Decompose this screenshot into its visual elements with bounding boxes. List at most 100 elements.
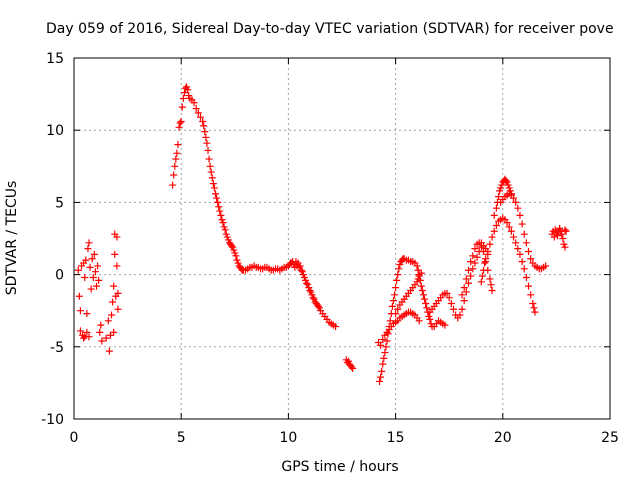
data-point	[214, 198, 222, 206]
y-tick-label: -10	[41, 412, 64, 428]
data-point	[203, 139, 211, 147]
data-point	[111, 250, 119, 258]
data-point	[110, 328, 118, 336]
data-point	[216, 207, 224, 215]
data-point	[480, 266, 488, 274]
data-point	[204, 146, 212, 154]
data-point	[559, 235, 567, 242]
data-point	[510, 233, 518, 241]
data-point	[379, 336, 387, 344]
data-point	[445, 294, 453, 302]
chart-title: Day 059 of 2016, Sidereal Day-to-day VTE…	[46, 21, 614, 37]
data-point	[105, 347, 113, 355]
data-point	[562, 227, 570, 235]
data-point	[510, 194, 518, 202]
data-point	[393, 276, 401, 284]
data-point	[380, 354, 388, 362]
data-point	[76, 327, 84, 335]
data-point	[484, 247, 492, 255]
plot-frame	[73, 57, 611, 420]
data-point	[392, 310, 400, 318]
data-point	[86, 263, 94, 271]
data-point	[196, 113, 204, 121]
data-point	[512, 239, 520, 247]
data-point	[423, 304, 431, 312]
data-point	[456, 311, 464, 319]
data-point	[109, 298, 117, 306]
data-point	[525, 282, 533, 290]
x-axis-label: GPS time / hours	[281, 459, 398, 475]
data-point	[173, 149, 181, 157]
data-point	[503, 219, 511, 227]
data-point	[382, 343, 390, 351]
data-point	[419, 291, 427, 299]
data-point	[507, 227, 515, 235]
data-point	[102, 334, 110, 342]
data-points	[74, 83, 570, 385]
data-point	[392, 284, 400, 292]
data-point	[415, 317, 423, 325]
x-tick-label: 0	[70, 430, 79, 446]
data-point	[464, 279, 472, 287]
data-point	[525, 247, 533, 255]
x-tick-label: 10	[279, 430, 297, 446]
data-point	[558, 230, 566, 238]
data-point	[530, 304, 538, 312]
data-point	[520, 265, 528, 273]
data-point	[171, 162, 179, 170]
x-tick-label: 5	[177, 430, 186, 446]
data-point	[219, 219, 227, 227]
data-point	[113, 233, 121, 241]
data-point	[495, 193, 503, 201]
data-point	[471, 245, 479, 253]
data-point	[486, 275, 494, 283]
data-point	[93, 282, 101, 290]
data-point	[297, 266, 305, 274]
data-point	[377, 373, 385, 381]
data-point	[384, 330, 392, 338]
data-point	[94, 262, 102, 270]
data-point	[512, 198, 520, 206]
data-point	[531, 308, 539, 316]
data-point	[482, 255, 490, 263]
data-point	[462, 275, 470, 283]
data-point	[490, 211, 498, 219]
data-point	[516, 211, 524, 219]
data-point	[170, 171, 178, 179]
data-point	[83, 328, 91, 336]
data-point	[217, 211, 225, 219]
data-point	[206, 162, 214, 170]
data-point	[212, 190, 220, 198]
data-point	[522, 273, 530, 281]
data-point	[84, 245, 92, 253]
data-point	[228, 242, 236, 250]
data-point	[502, 177, 510, 185]
data-point	[303, 279, 311, 287]
data-point	[95, 276, 103, 284]
data-point	[348, 363, 356, 371]
y-tick-label: -5	[50, 340, 64, 356]
data-point	[175, 123, 183, 131]
data-point	[184, 86, 192, 94]
data-point	[221, 226, 229, 234]
data-point	[114, 289, 122, 297]
data-point	[178, 103, 186, 111]
data-point	[458, 305, 466, 313]
data-point	[388, 302, 396, 310]
data-point	[215, 203, 223, 211]
data-point	[505, 223, 513, 231]
data-point	[179, 94, 187, 102]
data-point	[80, 334, 88, 342]
data-point	[314, 302, 322, 310]
data-point	[213, 194, 221, 202]
data-point	[76, 307, 84, 315]
data-point	[514, 245, 522, 253]
data-point	[97, 321, 105, 329]
data-point	[381, 349, 389, 357]
data-point	[492, 222, 500, 230]
data-point	[395, 265, 403, 273]
data-point	[553, 232, 561, 240]
y-tick-label: 0	[55, 268, 64, 284]
data-point	[413, 262, 421, 270]
